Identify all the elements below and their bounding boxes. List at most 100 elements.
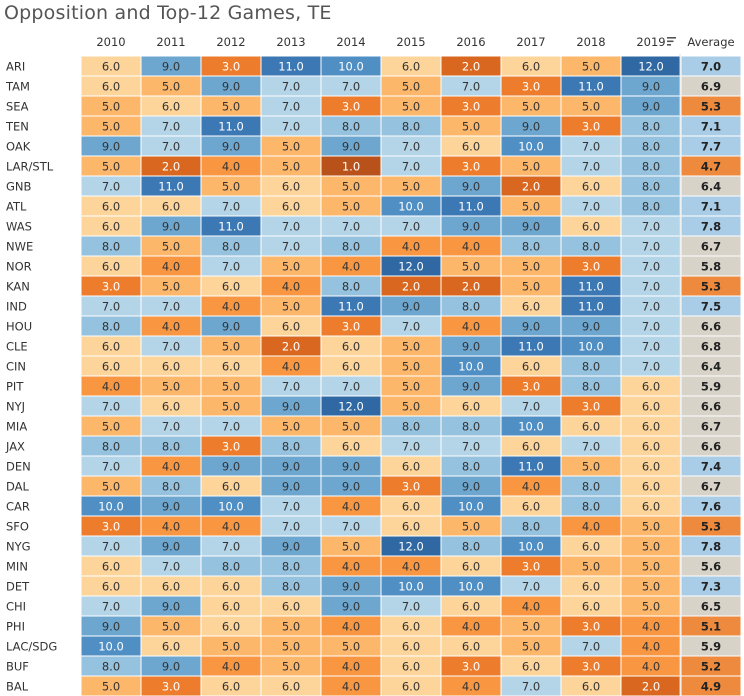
cell-label: 5.0 [462, 120, 480, 134]
cell-label: 9.0 [162, 220, 180, 234]
cell-label: 8.0 [582, 480, 600, 494]
column-header-2016[interactable]: 2016 [456, 35, 485, 49]
cell-label: 4.0 [642, 620, 660, 634]
average-label: 6.6 [701, 320, 721, 334]
team-label-sfo: SFO [6, 520, 29, 534]
cell-label: 8.0 [102, 440, 120, 454]
team-label-sea: SEA [6, 100, 29, 114]
sort-descending-icon[interactable] [667, 37, 676, 39]
cell-label: 8.0 [462, 300, 480, 314]
cell-label: 7.0 [162, 560, 180, 574]
column-header-2014[interactable]: 2014 [336, 35, 365, 49]
average-label: 6.6 [701, 440, 721, 454]
average-label: 6.4 [701, 180, 721, 194]
column-header-2012[interactable]: 2012 [216, 35, 245, 49]
cell-label: 6.0 [462, 640, 480, 654]
team-label-hou: HOU [6, 320, 32, 334]
cell-label: 7.0 [102, 600, 120, 614]
cell-label: 5.0 [582, 460, 600, 474]
cell-label: 5.0 [102, 120, 120, 134]
cell-label: 9.0 [162, 600, 180, 614]
average-label: 7.7 [701, 140, 721, 154]
cell-label: 7.0 [162, 300, 180, 314]
cell-label: 4.0 [282, 360, 300, 374]
column-header-2011[interactable]: 2011 [156, 35, 185, 49]
cell-label: 5.0 [102, 420, 120, 434]
cell-label: 10.0 [338, 60, 364, 74]
column-header-2010[interactable]: 2010 [96, 35, 125, 49]
cell-label: 8.0 [342, 240, 360, 254]
cell-label: 4.0 [162, 260, 180, 274]
cell-label: 8.0 [582, 500, 600, 514]
cell-label: 3.0 [582, 660, 600, 674]
column-header-2018[interactable]: 2018 [576, 35, 605, 49]
cell-label: 12.0 [638, 60, 664, 74]
cell-label: 6.0 [102, 80, 120, 94]
average-cell[interactable] [680, 675, 742, 696]
cell-label: 7.0 [642, 260, 660, 274]
cell-label: 7.0 [162, 340, 180, 354]
cell-label: 11.0 [578, 300, 604, 314]
team-label-ten: TEN [5, 120, 29, 134]
cell-label: 2.0 [282, 340, 300, 354]
column-header-2017[interactable]: 2017 [516, 35, 545, 49]
cell-label: 5.0 [402, 380, 420, 394]
cell-label: 5.0 [282, 260, 300, 274]
average-label: 7.4 [701, 460, 721, 474]
cell-label: 8.0 [162, 480, 180, 494]
cell-label: 3.0 [342, 100, 360, 114]
cell-label: 6.0 [582, 220, 600, 234]
cell-label: 9.0 [282, 460, 300, 474]
cell-label: 3.0 [582, 620, 600, 634]
cell-label: 1.0 [342, 160, 360, 174]
cell-label: 10.0 [578, 340, 604, 354]
cell-label: 7.0 [402, 160, 420, 174]
column-header-2013[interactable]: 2013 [276, 35, 305, 49]
cell-label: 11.0 [218, 120, 244, 134]
cell-label: 7.0 [582, 200, 600, 214]
cell-label: 6.0 [402, 60, 420, 74]
cell-label: 3.0 [522, 80, 540, 94]
cell-label: 8.0 [642, 160, 660, 174]
cell-label: 9.0 [162, 60, 180, 74]
cell-label: 6.0 [522, 300, 540, 314]
cell-label: 6.0 [282, 200, 300, 214]
cell-label: 10.0 [98, 500, 124, 514]
team-label-lar-stl: LAR/STL [6, 160, 54, 174]
cell-label: 7.0 [582, 140, 600, 154]
column-header-2019[interactable]: 2019 [636, 35, 665, 49]
cell-label: 8.0 [462, 420, 480, 434]
cell-label: 7.0 [342, 520, 360, 534]
cell-label: 7.0 [282, 380, 300, 394]
cell-label: 7.0 [642, 220, 660, 234]
cell-label: 4.0 [342, 660, 360, 674]
cell-label: 4.0 [402, 240, 420, 254]
cell-label: 9.0 [462, 480, 480, 494]
cell-label: 7.0 [342, 220, 360, 234]
cell-label: 8.0 [642, 140, 660, 154]
team-label-jax: JAX [5, 440, 25, 454]
cell-label: 8.0 [402, 420, 420, 434]
average-label: 7.5 [701, 300, 721, 314]
cell-label: 2.0 [462, 280, 480, 294]
average-label: 5.1 [701, 620, 721, 634]
cell-label: 9.0 [462, 380, 480, 394]
cell-label: 9.0 [222, 80, 240, 94]
column-header-2015[interactable]: 2015 [396, 35, 425, 49]
cell-label: 4.0 [462, 620, 480, 634]
cell-label: 6.0 [462, 140, 480, 154]
average-label: 6.4 [701, 360, 721, 374]
cell-label: 3.0 [102, 520, 120, 534]
team-label-mia: MIA [6, 420, 27, 434]
cell-label: 3.0 [102, 280, 120, 294]
team-label-nyg: NYG [6, 540, 31, 554]
cell-label: 7.0 [462, 80, 480, 94]
cell-label: 9.0 [222, 460, 240, 474]
column-header-average[interactable]: Average [687, 35, 734, 49]
cell-label: 8.0 [462, 540, 480, 554]
average-label: 6.7 [701, 480, 721, 494]
cell-label: 7.0 [282, 80, 300, 94]
cell-label: 5.0 [402, 180, 420, 194]
cell-label: 5.0 [222, 100, 240, 114]
